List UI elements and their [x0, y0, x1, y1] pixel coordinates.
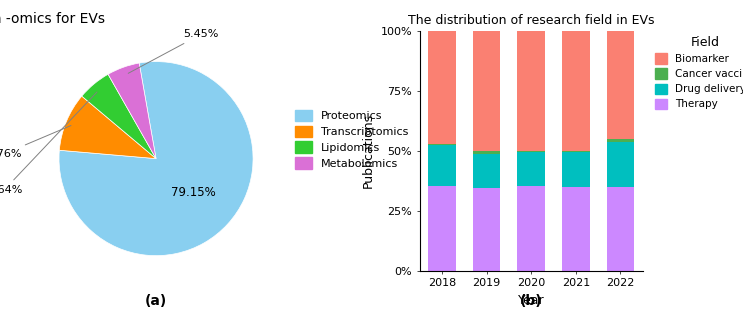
Bar — [428, 31, 456, 144]
Bar — [517, 186, 545, 271]
Bar — [606, 187, 635, 271]
Bar — [428, 186, 456, 271]
Bar — [606, 139, 635, 142]
Bar — [428, 144, 456, 145]
Bar — [562, 187, 590, 271]
Bar — [606, 142, 635, 187]
Y-axis label: Publications: Publications — [362, 113, 375, 188]
Bar — [428, 145, 456, 186]
Text: (a): (a) — [145, 294, 167, 308]
Bar — [473, 151, 501, 155]
Bar — [562, 31, 590, 151]
Text: (b): (b) — [520, 294, 542, 308]
Bar — [606, 31, 635, 139]
Text: 5.64%: 5.64% — [0, 92, 97, 195]
Bar — [517, 152, 545, 186]
Bar — [517, 151, 545, 152]
Bar — [517, 31, 545, 151]
Bar — [562, 152, 590, 187]
X-axis label: Year: Year — [518, 294, 545, 307]
Bar — [473, 188, 501, 271]
Bar — [473, 155, 501, 188]
Wedge shape — [59, 62, 253, 256]
Wedge shape — [59, 96, 156, 159]
Text: 5.45%: 5.45% — [129, 30, 218, 73]
Text: 9.76%: 9.76% — [0, 126, 71, 159]
Text: 79.15%: 79.15% — [171, 186, 215, 199]
Text: Publications in -omics for EVs: Publications in -omics for EVs — [0, 12, 106, 26]
Legend: Proteomics, Transcriptomics, Lipidomics, Metabolomics: Proteomics, Transcriptomics, Lipidomics,… — [295, 110, 408, 169]
Title: The distribution of research field in EVs: The distribution of research field in EV… — [408, 14, 655, 27]
Wedge shape — [82, 74, 156, 159]
Legend: Biomarker, Cancer vaccine, Drug delivery, Therapy: Biomarker, Cancer vaccine, Drug delivery… — [655, 36, 743, 109]
Wedge shape — [108, 63, 156, 159]
Bar — [473, 31, 501, 151]
Bar — [562, 151, 590, 152]
